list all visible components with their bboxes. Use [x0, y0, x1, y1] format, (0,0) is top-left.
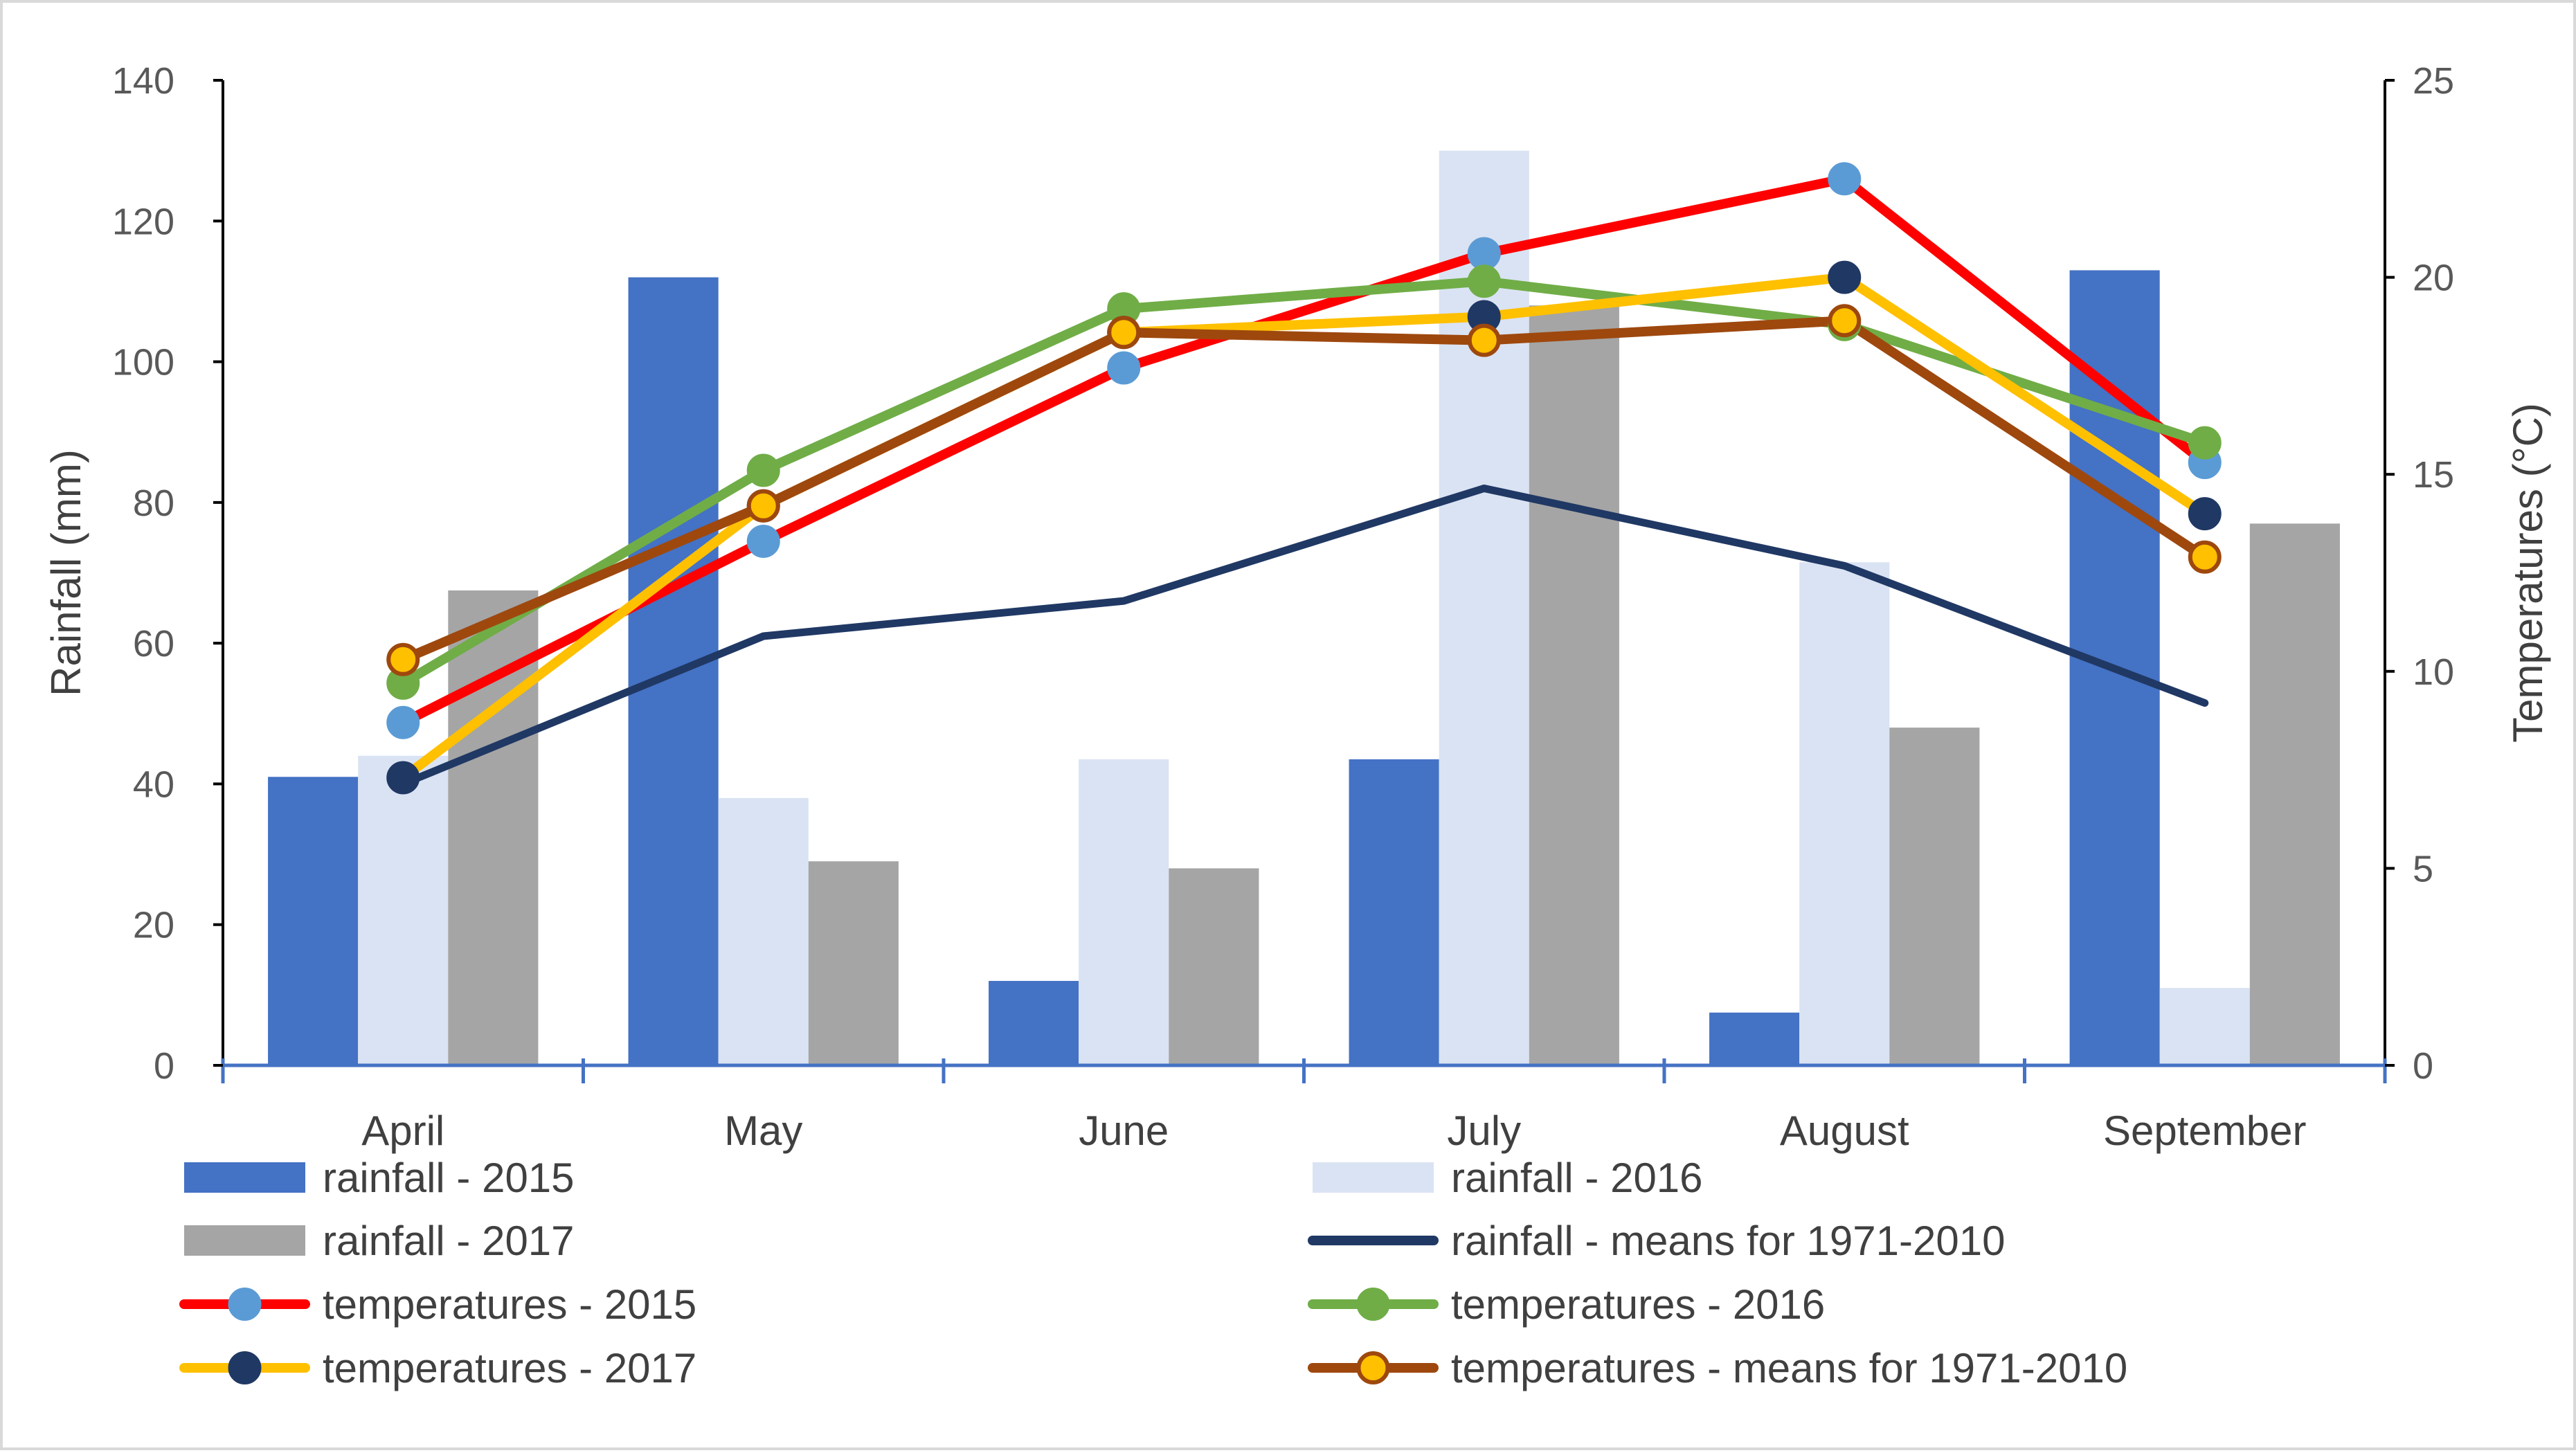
x-axis-category-label: September — [2103, 1108, 2307, 1154]
marker-temperatures-2017-august — [1828, 260, 1862, 294]
bar-rainfall-2017-may — [808, 861, 899, 1065]
left-axis-tick-label: 140 — [112, 60, 174, 102]
left-axis-tick-label: 40 — [133, 764, 174, 805]
legend-marker-temperatures-2016 — [1356, 1288, 1390, 1321]
bar-rainfall-2016-september — [2159, 988, 2250, 1065]
legend-label-rainfall-2017: rainfall - 2017 — [323, 1218, 575, 1264]
right-axis-tick-label: 10 — [2413, 651, 2454, 693]
right-axis-tick-label: 25 — [2413, 60, 2454, 102]
legend-marker-temperatures-2015 — [228, 1288, 262, 1321]
bar-rainfall-2016-august — [1799, 562, 1890, 1065]
line-temperatures-2017 — [398, 272, 2210, 783]
legend-label-rainfall-2015: rainfall - 2015 — [323, 1155, 575, 1201]
legend-label-temperatures-2015: temperatures - 2015 — [323, 1281, 696, 1328]
x-axis-category-label: August — [1780, 1108, 1909, 1154]
marker-temperatures-2017-april — [386, 761, 420, 795]
bar-rainfall-2016-april — [358, 755, 449, 1065]
marker-temperatures-2016-september — [2188, 426, 2222, 460]
bar-rainfall-2017-june — [1169, 868, 1259, 1065]
bar-rainfall-2017-august — [1889, 728, 1980, 1065]
line-temperatures-2016 — [398, 276, 2210, 688]
marker-temperatures-2016-may — [746, 453, 780, 487]
right-axis-tick-label: 0 — [2413, 1045, 2433, 1087]
line-rainfall-means-for-1971-2010 — [399, 485, 2209, 788]
bar-rainfall-2017-april — [448, 590, 539, 1065]
line-temperatures-means-for-1971-2010 — [398, 316, 2210, 665]
left-axis-tick-label: 0 — [154, 1045, 174, 1087]
marker-temperatures-2016-july — [1467, 264, 1501, 298]
marker-temperatures-means-for-1971-2010-september — [2188, 540, 2222, 574]
legend-label-rainfall-2016: rainfall - 2016 — [1451, 1155, 1703, 1201]
left-axis-tick-label: 100 — [112, 342, 174, 383]
left-axis-title: Rainfall (mm) — [43, 449, 89, 696]
x-axis-category-label: July — [1447, 1108, 1521, 1154]
bar-rainfall-2015-june — [989, 981, 1079, 1065]
right-axis-tick-label: 20 — [2413, 258, 2454, 299]
marker-temperatures-means-for-1971-2010-july — [1467, 323, 1501, 357]
bar-rainfall-2015-august — [1709, 1012, 1800, 1065]
marker-temperatures-means-for-1971-2010-april — [386, 642, 420, 676]
legend-marker-temperatures-2017 — [228, 1351, 262, 1384]
marker-temperatures-means-for-1971-2010-may — [746, 489, 780, 523]
marker-temperatures-means-for-1971-2010-june — [1107, 316, 1141, 350]
x-axis-category-label: May — [724, 1108, 802, 1154]
bar-rainfall-2017-july — [1529, 305, 1619, 1066]
bar-rainfall-2016-may — [718, 797, 809, 1065]
left-axis-tick-label: 20 — [133, 905, 174, 946]
legend-swatch-rainfall-2015 — [184, 1162, 305, 1193]
legend-label-rainfall-means-for-1971-2010: rainfall - means for 1971-2010 — [1451, 1218, 2005, 1264]
marker-temperatures-2015-april — [386, 705, 420, 739]
x-axis-category-label: April — [361, 1108, 444, 1154]
left-axis-tick-label: 60 — [133, 623, 174, 665]
legend-label-temperatures-means-for-1971-2010: temperatures - means for 1971-2010 — [1451, 1345, 2127, 1391]
marker-temperatures-2015-may — [746, 524, 780, 558]
right-axis-title: Temperatures (°C) — [2505, 403, 2551, 743]
bar-rainfall-2015-july — [1349, 759, 1439, 1065]
chart-svg: 0 20 40 60 80 100 120 140 0 5 10 15 20 25 Rainfall (mm… — [43, 60, 2551, 1391]
legend-swatch-rainfall-2016 — [1313, 1162, 1434, 1193]
left-axis-tick-label: 80 — [133, 482, 174, 524]
legend-marker-temperatures-means-for-1971-2010 — [1356, 1351, 1390, 1384]
marker-temperatures-2015-june — [1107, 351, 1141, 385]
line-temperatures-2015 — [398, 174, 2210, 728]
x-axis-category-label: June — [1079, 1108, 1169, 1154]
bar-rainfall-2015-april — [268, 777, 359, 1065]
right-axis-tick-label: 15 — [2413, 454, 2454, 496]
legend-label-temperatures-2017: temperatures - 2017 — [323, 1345, 696, 1391]
bar-rainfall-2016-june — [1079, 759, 1169, 1065]
legend-swatch-rainfall-2017 — [184, 1225, 305, 1256]
bar-rainfall-2017-september — [2249, 523, 2340, 1065]
legend-label-temperatures-2016: temperatures - 2016 — [1451, 1281, 1825, 1328]
right-axis-tick-label: 5 — [2413, 848, 2433, 890]
marker-temperatures-2015-august — [1828, 162, 1862, 196]
marker-temperatures-means-for-1971-2010-august — [1828, 304, 1862, 338]
marker-temperatures-2017-september — [2188, 497, 2222, 531]
marker-temperatures-2015-july — [1467, 237, 1501, 271]
left-axis-tick-label: 120 — [112, 201, 174, 242]
